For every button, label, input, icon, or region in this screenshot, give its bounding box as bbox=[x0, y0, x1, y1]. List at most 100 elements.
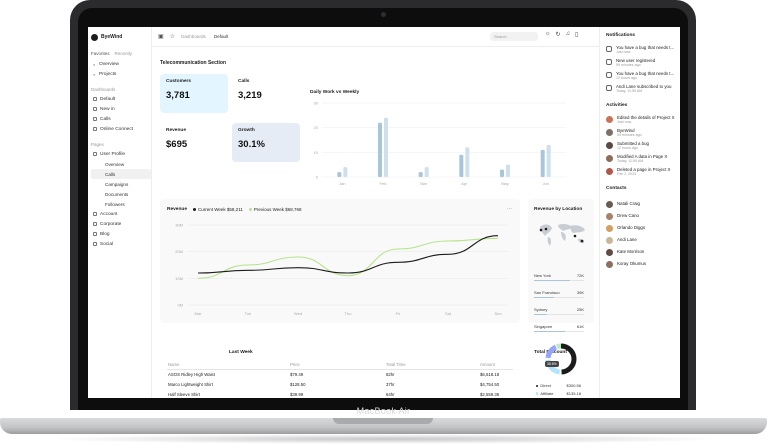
stat-card-revenue[interactable]: Revenue $695 bbox=[160, 123, 228, 162]
discount-value: $135.18 bbox=[566, 390, 581, 396]
history-icon[interactable]: ↻ bbox=[555, 32, 561, 38]
laptop-base bbox=[0, 418, 767, 434]
feed-text: Modified A data in Page X bbox=[617, 154, 668, 159]
feed-time: Just now bbox=[616, 50, 631, 55]
sidebar-item-overview[interactable]: ● Overview bbox=[91, 59, 151, 69]
breadcrumb-dashboards[interactable]: Dashboards bbox=[181, 34, 206, 39]
contact-item[interactable]: Koray Okumus bbox=[606, 258, 680, 270]
breadcrumb-default[interactable]: Default bbox=[213, 34, 229, 39]
notifications-item[interactable]: Andi Lane subscribed to you Today, 11:59 … bbox=[606, 84, 680, 97]
sidebar-item-online-connect[interactable]: Online Connect bbox=[91, 124, 151, 134]
sidebar-item-default[interactable]: Default bbox=[91, 94, 151, 104]
contact-item[interactable]: Andi Lane bbox=[606, 234, 680, 246]
sun-icon[interactable]: ☼ bbox=[545, 31, 551, 37]
sidebar-item-blog[interactable]: Blog bbox=[91, 229, 151, 239]
table-cell: $4,754.50 bbox=[480, 382, 500, 388]
sidebar-item-calls[interactable]: Calls bbox=[91, 114, 151, 124]
star-icon[interactable]: ☆ bbox=[169, 34, 176, 40]
stat-card-calls[interactable]: Calls 3,219 bbox=[232, 74, 300, 113]
panel-icon[interactable]: ▯ bbox=[575, 32, 579, 38]
bar[interactable] bbox=[540, 149, 545, 177]
contact-item[interactable]: Kate Morrison bbox=[606, 246, 680, 258]
activities-item[interactable]: Submitted a bug 12 hours ago bbox=[606, 141, 680, 154]
sidebar-item-user-profile[interactable]: User Profile bbox=[91, 149, 151, 159]
table-row[interactable]: Marco Lightweight Shirt $128.50 37hr $4,754… bbox=[167, 379, 513, 389]
stat-card-growth[interactable]: Growth 30.1% bbox=[232, 123, 300, 162]
sidebar-toggle-icon[interactable]: ▣ bbox=[158, 34, 164, 40]
feed-time: 59 minutes ago bbox=[616, 63, 641, 68]
bar[interactable] bbox=[418, 172, 423, 177]
sidebar-subitem-overview[interactable]: Overview bbox=[105, 161, 125, 167]
bar[interactable] bbox=[506, 164, 510, 177]
contact-item[interactable]: Drew Cano bbox=[606, 210, 680, 222]
more-icon[interactable]: ⋯ bbox=[507, 206, 512, 212]
location-row[interactable]: Singapore 61K bbox=[534, 324, 584, 329]
sidebar-subitem-documents[interactable]: Documents bbox=[105, 191, 129, 197]
sidebar-item-label: New in bbox=[100, 106, 115, 112]
notebook-icon bbox=[93, 232, 97, 236]
series-line[interactable] bbox=[197, 235, 499, 274]
feed-text: You have a bug that needs t... bbox=[616, 45, 675, 50]
table-cell: Half Sleeve Shirt bbox=[168, 392, 201, 398]
bar[interactable] bbox=[465, 147, 470, 177]
city-value: 25K bbox=[576, 307, 584, 312]
table-cell: $6,518.18 bbox=[480, 371, 500, 377]
sidebar-subitem-calls[interactable]: Calls bbox=[91, 169, 151, 179]
id-card-icon bbox=[93, 212, 97, 216]
location-row[interactable]: New York 72K bbox=[534, 273, 584, 278]
bar[interactable] bbox=[343, 167, 348, 177]
notifications-item[interactable]: You have a bug that needs t... Just now bbox=[606, 45, 680, 58]
activities-item[interactable]: ByeWind 59 minutes ago bbox=[606, 128, 680, 141]
notifications-item[interactable]: New user registered 59 minutes ago bbox=[606, 58, 680, 71]
bar[interactable] bbox=[424, 167, 429, 177]
series-line[interactable] bbox=[197, 237, 499, 279]
contact-item[interactable]: Natali Craig bbox=[606, 198, 680, 210]
bar[interactable] bbox=[378, 122, 382, 177]
sidebar-subitem-campaigns[interactable]: Campaigns bbox=[105, 181, 129, 187]
search-input[interactable]: Search bbox=[490, 32, 538, 41]
location-row[interactable]: Sydney 25K bbox=[534, 307, 584, 312]
sidebar-item-corporate[interactable]: Corporate bbox=[91, 219, 151, 229]
table-row[interactable]: ASOS Ridley High Waist $79.49 82hr $6,518.1… bbox=[167, 369, 513, 379]
notifications-item[interactable]: You have a bug that needs t... 12 hours a… bbox=[606, 71, 680, 84]
pages-heading: Pages bbox=[91, 142, 104, 147]
feed-time: Feb 2, 2023 bbox=[617, 172, 637, 177]
bar[interactable] bbox=[546, 144, 551, 177]
stat-card-customers[interactable]: Customers 3,781 bbox=[160, 74, 228, 113]
sidebar-item-projects[interactable]: ● Projects bbox=[91, 69, 151, 79]
bar[interactable] bbox=[384, 117, 388, 177]
feed-time: Just now bbox=[617, 120, 632, 125]
sidebar-item-label: Account bbox=[100, 211, 118, 217]
sidebar-item-account[interactable]: Account bbox=[91, 209, 151, 219]
activities-item[interactable]: Modified A data in Page X Today, 11:59 AM bbox=[606, 154, 680, 167]
contact-item[interactable]: Orlando Diggs bbox=[606, 222, 680, 234]
bar[interactable] bbox=[500, 169, 504, 177]
right-panel: Notifications You have a bug that needs … bbox=[599, 27, 680, 398]
tab-recently[interactable]: Recently bbox=[114, 51, 133, 56]
table-row[interactable]: Half Sleeve Shirt $39.99 64hr $2,559.36 bbox=[167, 390, 513, 398]
sidebar-item-label: Social bbox=[100, 241, 114, 247]
sidebar-item-new-in[interactable]: New in bbox=[91, 104, 151, 114]
avatar bbox=[606, 236, 613, 244]
location-row[interactable]: San Francisco 39K bbox=[534, 290, 584, 295]
app-logo[interactable]: ByeWind bbox=[91, 31, 151, 43]
bug-icon bbox=[606, 46, 612, 52]
topbar: ▣ ☆ Dashboards Default Search ☼ ↻ ♫ ▯ bbox=[152, 27, 599, 47]
table-header-row: Name Price Total Time Amount bbox=[167, 360, 513, 370]
tab-favorites[interactable]: Favorites bbox=[91, 51, 110, 56]
activities-item[interactable]: Edited the details of Project X Just now bbox=[606, 115, 680, 128]
bar[interactable] bbox=[337, 172, 342, 177]
broadcast-icon bbox=[606, 85, 612, 91]
table-cell: 82hr bbox=[386, 371, 395, 377]
stat-label: Growth bbox=[238, 128, 255, 133]
y-tick-label: 30 bbox=[314, 101, 319, 106]
contact-name: Drew Cano bbox=[617, 213, 639, 219]
sidebar-subitem-followers[interactable]: Followers bbox=[105, 201, 125, 207]
sidebar-item-social[interactable]: Social bbox=[91, 239, 151, 249]
city-name: Singapore bbox=[534, 324, 553, 329]
discount-row: Direct $300.56 bbox=[536, 383, 581, 388]
activities-item[interactable]: Deleted a page in Project X Feb 2, 2023 bbox=[606, 167, 680, 180]
column-header: Amount bbox=[479, 360, 513, 370]
bar[interactable] bbox=[459, 154, 464, 177]
bell-icon[interactable]: ♫ bbox=[565, 31, 571, 37]
